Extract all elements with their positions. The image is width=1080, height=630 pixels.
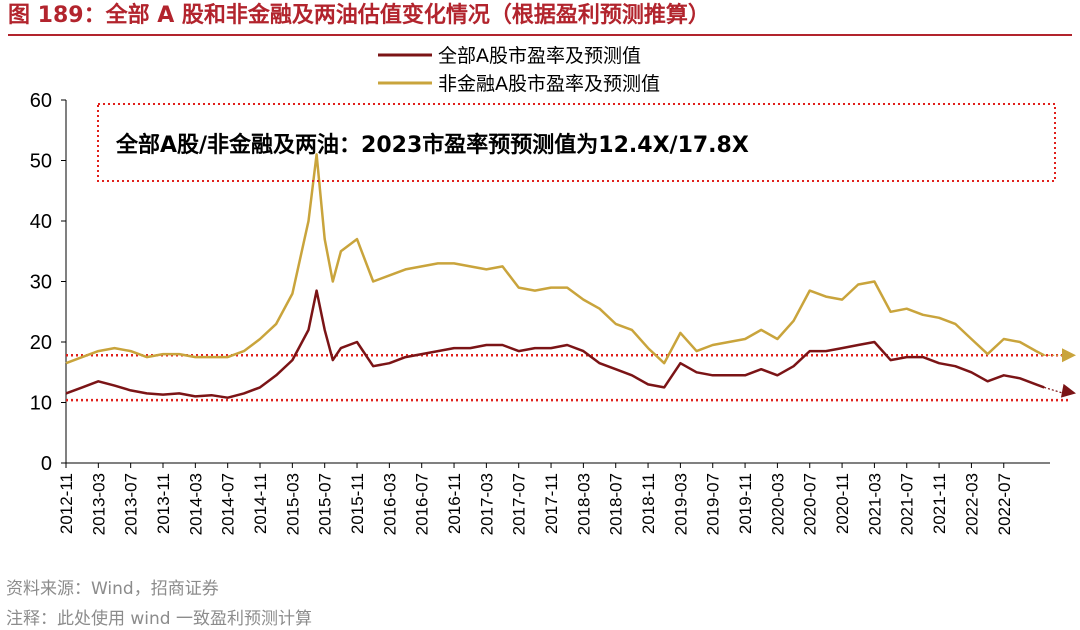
x-tick-label: 2020-03	[768, 473, 787, 535]
forecast-dash-1	[1044, 386, 1065, 394]
y-tick-label: 40	[30, 211, 52, 233]
y-tick-label: 10	[30, 393, 52, 415]
y-tick-label: 60	[30, 90, 52, 112]
series-line-2	[65, 153, 1045, 365]
forecast-arrow-2	[1062, 348, 1076, 363]
x-tick-label: 2015-07	[316, 473, 335, 535]
y-tick-label: 0	[41, 453, 52, 475]
title-divider	[8, 34, 1072, 36]
x-tick-label: 2014-11	[251, 473, 270, 534]
x-tick-label: 2016-03	[380, 473, 399, 535]
x-tick-label: 2021-11	[930, 473, 949, 534]
x-tick-label: 2018-11	[639, 473, 658, 534]
x-tick-label: 2013-07	[122, 473, 141, 535]
x-tick-label: 2022-03	[962, 473, 981, 535]
x-tick-label: 2021-03	[865, 473, 884, 535]
y-tick-label: 20	[30, 332, 52, 354]
y-tick-label: 30	[30, 272, 52, 294]
remark-note: 注释：此处使用 wind 一致盈利预测计算	[6, 609, 312, 629]
legend-label-2: 非金融A股市盈率及预测值	[438, 73, 660, 95]
annotation-text: 全部A股/非金融及两油：2023市盈率预预测值为12.4X/17.8X	[115, 132, 749, 158]
x-tick-label: 2018-07	[607, 473, 626, 535]
y-tick-label: 50	[30, 151, 52, 173]
series-line-1	[65, 289, 1045, 399]
x-tick-label: 2017-07	[510, 473, 529, 535]
x-tick-label: 2016-11	[445, 473, 464, 534]
x-tick-label: 2020-07	[801, 473, 820, 535]
x-tick-label: 2013-03	[89, 473, 108, 535]
x-tick-label: 2021-07	[898, 473, 917, 535]
x-tick-label: 2015-03	[283, 473, 302, 535]
x-tick-label: 2020-11	[833, 473, 852, 534]
x-tick-label: 2014-03	[186, 473, 205, 535]
figure-title: 图 189：全部 A 股和非金融及两油估值变化情况（根据盈利预测推算）	[8, 3, 710, 28]
x-tick-label: 2015-11	[348, 473, 367, 534]
x-tick-label: 2017-03	[477, 473, 496, 535]
legend-label-1: 全部A股市盈率及预测值	[438, 45, 641, 67]
source-note: 资料来源：Wind，招商证券	[6, 579, 219, 599]
annotation-box	[97, 103, 1056, 182]
x-tick-label: 2018-03	[574, 473, 593, 535]
x-tick-label: 2019-03	[671, 473, 690, 535]
x-tick-label: 2022-07	[995, 473, 1014, 535]
x-tick-label: 2014-07	[219, 473, 238, 535]
x-tick-label: 2019-11	[736, 473, 755, 534]
x-tick-label: 2016-07	[413, 473, 432, 535]
x-tick-label: 2019-07	[704, 473, 723, 535]
x-tick-label: 2012-11	[57, 473, 76, 534]
x-tick-label: 2013-11	[154, 473, 173, 534]
x-tick-label: 2017-11	[542, 473, 561, 534]
forecast-arrow-1	[1060, 383, 1076, 398]
